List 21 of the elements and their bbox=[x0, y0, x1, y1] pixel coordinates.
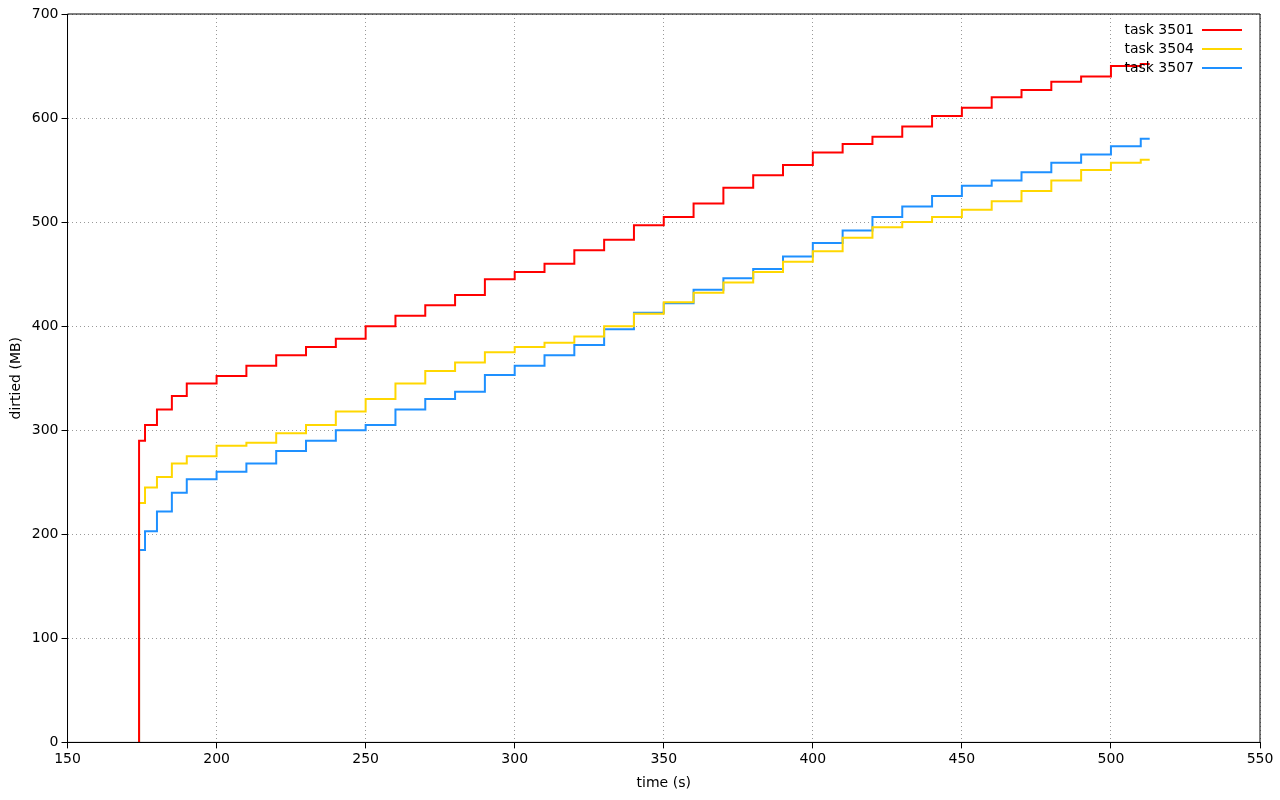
y-tick-label: 100 bbox=[31, 628, 59, 645]
legend-label: task 3504 bbox=[1124, 39, 1195, 56]
x-axis-title: time (s) bbox=[636, 774, 691, 791]
x-tick-label: 150 bbox=[54, 750, 81, 767]
y-tick-label: 600 bbox=[31, 108, 59, 125]
y-tick-label: 200 bbox=[31, 524, 59, 541]
y-tick-label: 0 bbox=[49, 733, 59, 750]
y-tick-label: 500 bbox=[31, 212, 59, 229]
x-tick-label: 350 bbox=[650, 750, 678, 767]
y-tick-label: 400 bbox=[31, 316, 59, 333]
legend-label: task 3501 bbox=[1124, 20, 1194, 37]
x-tick-label: 400 bbox=[799, 750, 827, 767]
x-tick-label: 250 bbox=[352, 750, 380, 767]
x-tick-label: 550 bbox=[1246, 750, 1274, 767]
x-tick-label: 500 bbox=[1097, 750, 1125, 767]
x-tick-label: 450 bbox=[948, 750, 976, 767]
x-tick-label: 200 bbox=[203, 750, 230, 767]
y-tick-label: 300 bbox=[31, 420, 59, 437]
y-tick-label: 700 bbox=[31, 4, 59, 21]
y-axis-title: dirtied (MB) bbox=[7, 336, 24, 420]
x-tick-label: 300 bbox=[501, 750, 529, 767]
